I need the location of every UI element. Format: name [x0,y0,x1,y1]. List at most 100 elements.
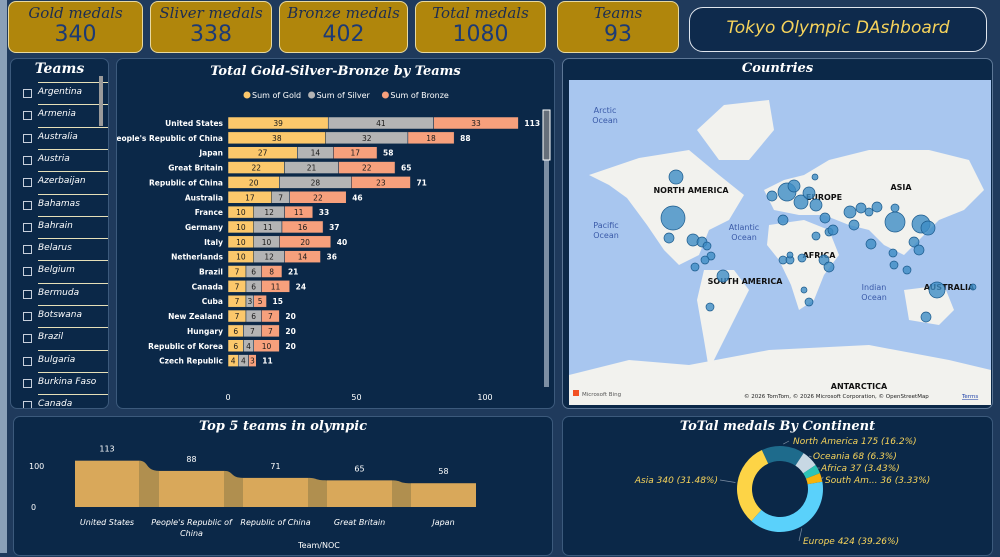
area-column [327,480,392,507]
data-label: 7 [268,327,273,336]
data-label: 17 [350,149,360,158]
team-name: Bahrain [38,221,73,231]
world-map[interactable]: ArcticOceanPacificOceanAtlanticOceanIndi… [569,80,991,405]
map-label: ASIA [890,183,912,192]
total-label: 21 [288,268,298,277]
checkbox[interactable] [23,201,32,210]
country-bubble [890,261,898,269]
data-label: 41 [376,119,386,128]
category-label: France [195,208,223,217]
checkbox[interactable] [23,290,32,299]
data-label: 7 [235,297,240,306]
category-label: Brazil [199,268,223,277]
country-bubble [661,206,685,230]
data-label: 4 [246,342,251,351]
area-column [75,461,139,507]
y-tick-label: 100 [29,462,44,471]
checkbox[interactable] [23,223,32,232]
team-option[interactable]: Canada [23,397,109,409]
slicer-scrollbar[interactable] [99,76,103,126]
scrollbar-thumb [543,110,550,160]
category-label: Republic of Korea [148,342,223,351]
team-name: Argentina [38,87,82,97]
slice-label: Asia 340 (31.48%) [634,476,718,486]
checkbox[interactable] [23,334,32,343]
x-tick-label: 50 [351,393,361,402]
data-label: 7 [235,312,240,321]
data-label: 17 [245,193,255,202]
category-label: Great Britain [334,518,385,527]
country-bubble [820,213,830,223]
divider [38,283,109,284]
team-name: Belarus [38,243,72,253]
checkbox[interactable] [23,156,32,165]
country-bubble [921,221,935,235]
checkbox[interactable] [23,267,32,276]
data-label: 12 [264,253,274,262]
divider [38,194,109,195]
data-label: 113 [99,445,114,454]
checkbox[interactable] [23,245,32,254]
checkbox[interactable] [23,134,32,143]
country-bubble [787,252,793,258]
country-bubble [856,203,866,213]
total-label: 20 [285,327,295,336]
ribbon-connector [224,471,243,507]
category-label: People's Republic of [151,518,233,527]
kpi-value: 1080 [416,22,545,47]
country-bubble [812,174,818,180]
legend-label: Sum of Silver [317,91,371,100]
country-bubble [810,199,822,211]
legend-label: Sum of Bronze [390,91,449,100]
divider [38,372,109,373]
country-bubble [970,284,976,290]
kpi-label: Bronze medals [280,4,407,22]
total-label: 37 [329,223,339,232]
x-axis-title: Team/NOC [297,541,340,550]
data-label: 10 [236,208,246,217]
checkbox[interactable] [23,357,32,366]
divider [38,171,109,172]
country-bubble [921,312,931,322]
kpi-value: 338 [151,22,271,47]
team-name: Austria [38,154,70,164]
checkbox[interactable] [23,401,32,409]
data-label: 5 [258,297,263,306]
map-label: Atlantic [729,223,759,232]
category-label: Germany [185,223,223,232]
country-bubble [849,220,859,230]
divider [38,350,109,351]
category-label: New Zealand [168,312,223,321]
kpi-value: 93 [558,22,678,47]
total-label: 40 [337,238,347,247]
x-tick-label: 0 [225,393,230,402]
data-label: 20 [300,238,310,247]
checkbox[interactable] [23,111,32,120]
leader-line [809,456,812,457]
checkbox[interactable] [23,312,32,321]
category-label: Republic of China [149,178,223,187]
map-label: Ocean [731,233,757,242]
data-label: 6 [251,268,256,277]
slice-label: Africa 37 (3.43%) [820,464,900,474]
terms-link[interactable]: Terms [961,394,978,400]
stacked-bar-panel: Total Gold-Silver-Bronze by Teams Sum of… [116,58,555,409]
checkbox[interactable] [23,178,32,187]
category-label: United States [165,119,223,128]
map-label: Arctic [594,106,617,115]
data-label: 88 [186,455,196,464]
data-label: 65 [354,464,364,473]
category-label: Canada [192,282,223,291]
bing-logo-icon [573,390,579,396]
data-label: 22 [362,164,372,173]
ribbon-connector [139,461,159,507]
country-bubble [788,180,800,192]
donut-slice [737,450,768,521]
checkbox[interactable] [23,379,32,388]
checkbox[interactable] [23,89,32,98]
divider [38,260,109,261]
